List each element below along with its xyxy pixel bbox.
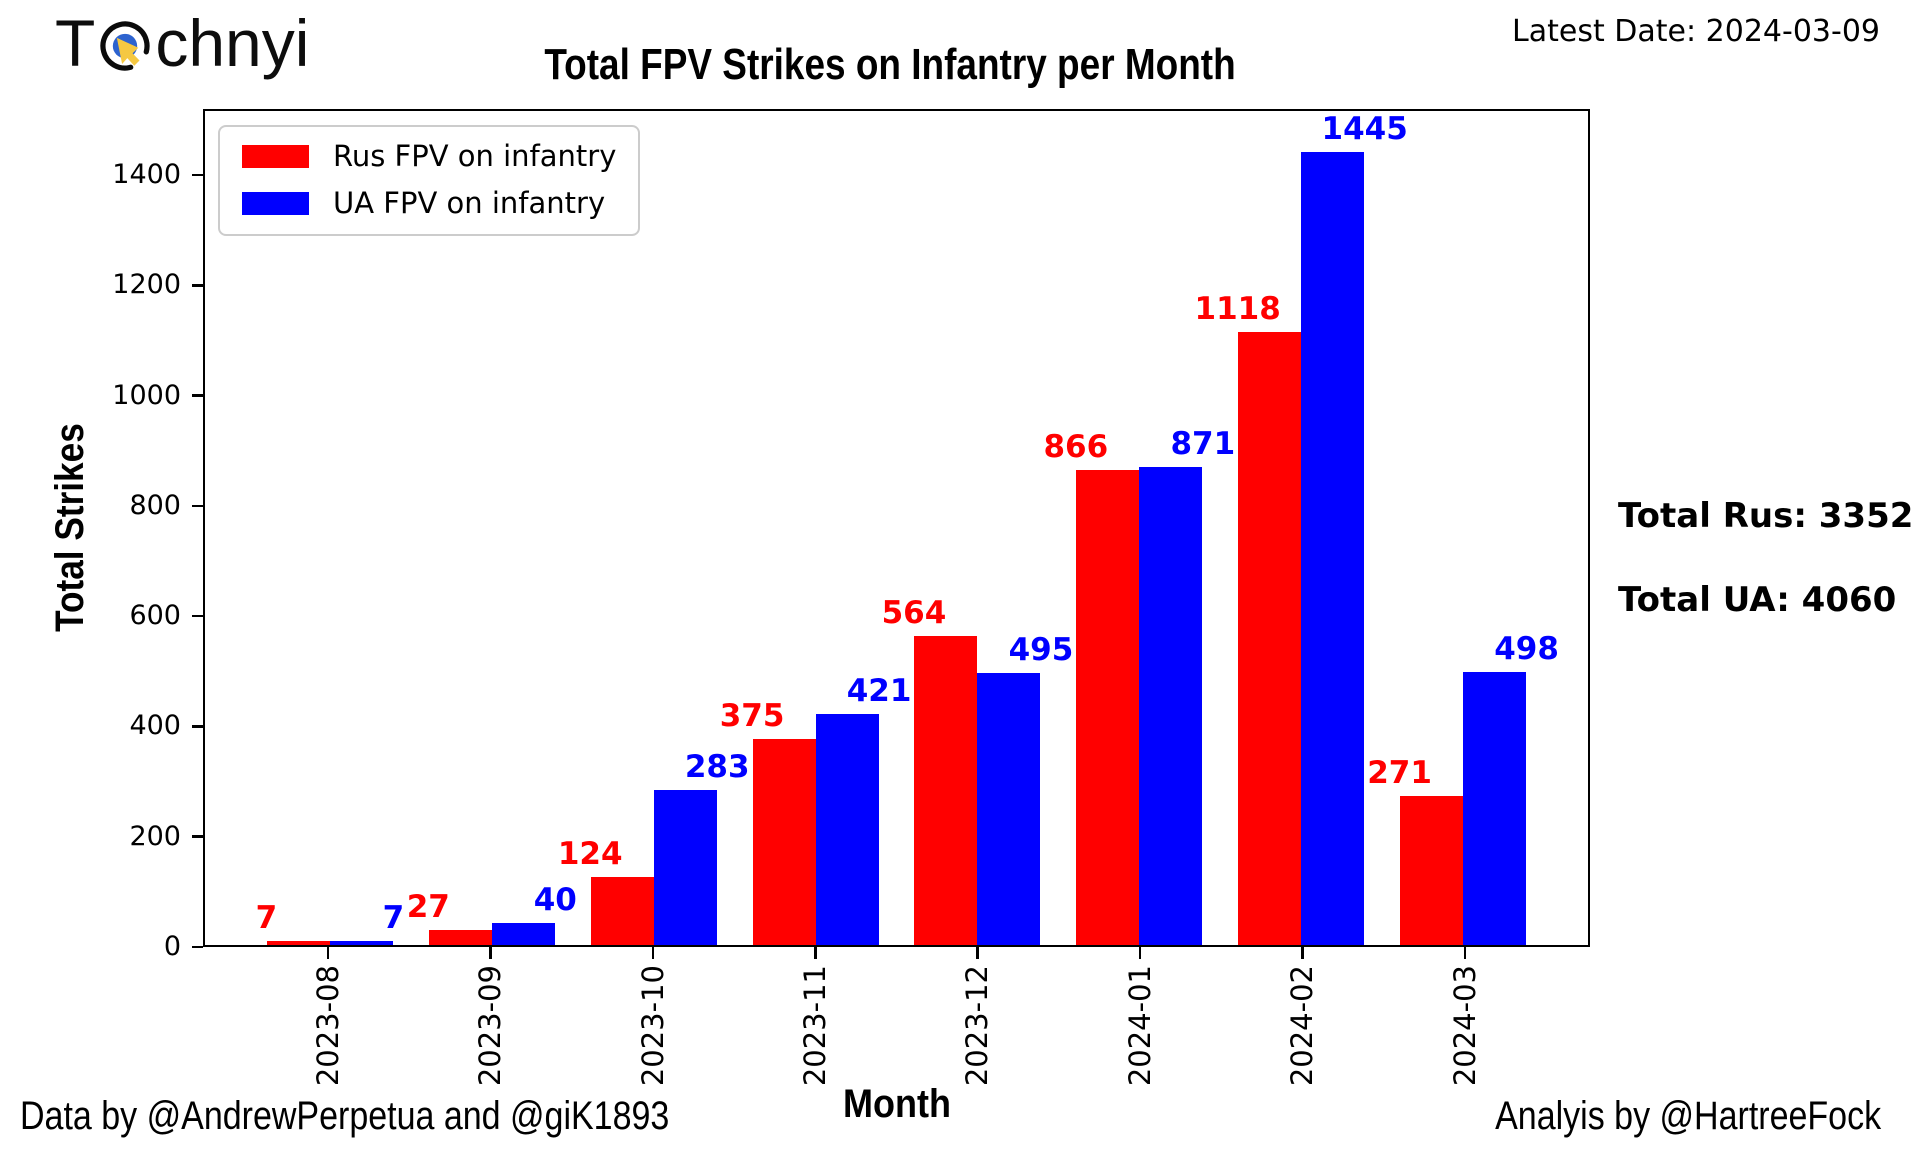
x-tick-mark <box>1301 947 1304 959</box>
bar-value-label: 421 <box>847 676 912 707</box>
bars-row: 7727401242833754215644958668711118144527… <box>205 111 1588 945</box>
x-tick: 2023-12 <box>897 947 1059 1086</box>
y-axis-title: Total Strikes <box>38 109 102 947</box>
bar-group: 564495 <box>897 111 1059 945</box>
bar-value-label: 375 <box>720 701 785 732</box>
bar-ua: 495 <box>977 673 1040 945</box>
legend-label: Rus FPV on infantry <box>333 141 616 173</box>
bar-rus: 375 <box>753 739 816 945</box>
bar-group: 271498 <box>1382 111 1544 945</box>
x-tick: 2024-01 <box>1059 947 1221 1086</box>
bar-value-label: 498 <box>1494 634 1559 665</box>
bar-rus: 1118 <box>1238 332 1301 945</box>
y-tick-mark <box>192 615 203 618</box>
footer-credit-analysis: Analyis by @HartreeFock <box>1495 1094 1881 1139</box>
bar-value-label: 1445 <box>1322 114 1408 145</box>
bar-ua: 421 <box>816 714 879 945</box>
bar-group: 375421 <box>735 111 897 945</box>
bar-group: 77 <box>249 111 411 945</box>
bar-ua: 7 <box>330 941 393 945</box>
bar-group: 124283 <box>573 111 735 945</box>
bar-value-label: 7 <box>256 903 278 934</box>
logo-target-cursor-icon <box>96 17 154 75</box>
chart-title: Total FPV Strikes on Infantry per Month <box>544 40 1235 90</box>
x-tick: 2023-09 <box>409 947 571 1086</box>
bar-value-label: 124 <box>558 839 623 870</box>
x-tick-mark <box>489 947 492 959</box>
x-tick-label: 2023-10 <box>638 965 668 1086</box>
x-tick-label: 2024-03 <box>1450 965 1480 1086</box>
y-tick-mark <box>192 284 203 287</box>
bar-group: 11181445 <box>1220 111 1382 945</box>
bar-rus: 271 <box>1400 796 1463 945</box>
total-rus-text: Total Rus: 3352 <box>1618 496 1913 536</box>
bar-value-label: 871 <box>1170 429 1235 460</box>
x-tick: 2023-11 <box>734 947 896 1086</box>
total-ua-text: Total UA: 4060 <box>1618 580 1896 620</box>
x-tick-label: 2024-01 <box>1125 965 1155 1086</box>
y-tick-mark <box>192 835 203 838</box>
bar-ua: 283 <box>654 790 717 945</box>
logo-text-suffix: chnyi <box>155 10 309 76</box>
bar-value-label: 1118 <box>1195 294 1281 325</box>
logo: T chnyi <box>55 10 309 76</box>
x-axis-ticks: 2023-08 2023-09 2023-10 2023-11 2023-12 2024-… <box>203 947 1590 1086</box>
bar-group: 2740 <box>411 111 573 945</box>
bar-ua: 1445 <box>1301 152 1364 945</box>
x-tick: 2024-02 <box>1221 947 1383 1086</box>
bar-rus: 27 <box>429 930 492 945</box>
x-tick-label: 2024-02 <box>1287 965 1317 1086</box>
bar-rus: 866 <box>1076 470 1139 945</box>
y-tick-mark <box>192 505 203 508</box>
logo-text-prefix: T <box>55 10 95 76</box>
bar-value-label: 27 <box>407 892 450 923</box>
y-tick-mark <box>192 174 203 177</box>
bar-group: 866871 <box>1058 111 1220 945</box>
x-tick-mark <box>976 947 979 959</box>
bar-value-label: 40 <box>534 885 577 916</box>
x-tick: 2024-03 <box>1384 947 1546 1086</box>
x-tick-mark <box>327 947 330 959</box>
x-tick-label: 2023-12 <box>962 965 992 1086</box>
bar-value-label: 283 <box>685 752 750 783</box>
bar-ua: 40 <box>492 923 555 945</box>
latest-date-text: Latest Date: 2024-03-09 <box>1512 14 1880 49</box>
legend-label: UA FPV on infantry <box>333 188 605 220</box>
legend-entry: UA FPV on infantry <box>242 188 616 220</box>
bar-ua: 871 <box>1139 467 1202 945</box>
plot-area: 7727401242833754215644958668711118144527… <box>203 109 1590 947</box>
bar-rus: 7 <box>267 941 330 945</box>
legend-entry: Rus FPV on infantry <box>242 141 616 173</box>
bar-value-label: 564 <box>882 598 947 629</box>
x-tick-mark <box>1139 947 1142 959</box>
x-tick-label: 2023-08 <box>313 965 343 1086</box>
bar-value-label: 7 <box>383 903 405 934</box>
x-tick-mark <box>652 947 655 959</box>
bar-value-label: 271 <box>1367 758 1432 789</box>
x-tick-label: 2023-11 <box>800 965 830 1086</box>
x-tick-mark <box>814 947 817 959</box>
y-tick-mark <box>192 725 203 728</box>
bar-rus: 564 <box>914 636 977 945</box>
bar-ua: 498 <box>1463 672 1526 945</box>
x-axis-title: Month <box>843 1082 951 1127</box>
x-tick-label: 2023-09 <box>475 965 505 1086</box>
bar-rus: 124 <box>591 877 654 945</box>
y-tick-mark <box>192 394 203 397</box>
x-tick: 2023-08 <box>247 947 409 1086</box>
bar-value-label: 495 <box>1009 635 1074 666</box>
legend-swatch <box>242 192 309 215</box>
legend: Rus FPV on infantry UA FPV on infantry <box>218 125 640 236</box>
footer-credit-data: Data by @AndrewPerpetua and @giK1893 <box>20 1094 669 1139</box>
x-tick: 2023-10 <box>572 947 734 1086</box>
legend-swatch <box>242 145 309 168</box>
bar-value-label: 866 <box>1043 432 1108 463</box>
y-tick-mark <box>192 946 203 949</box>
x-tick-mark <box>1464 947 1467 959</box>
